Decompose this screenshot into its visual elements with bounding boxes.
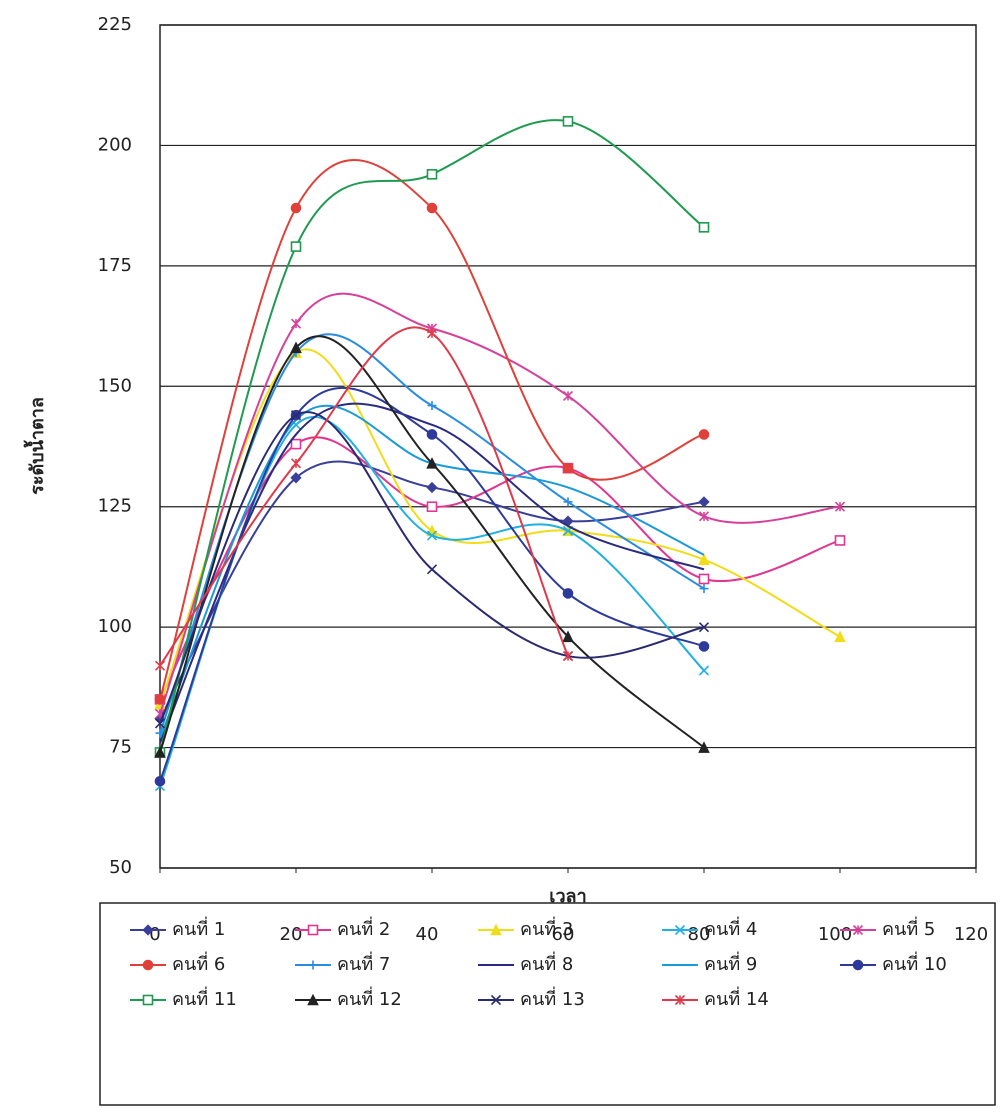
legend-label: คนที่ 3 [520, 916, 573, 940]
point [428, 170, 437, 179]
point [700, 642, 709, 651]
series [156, 417, 709, 791]
plot-frame [160, 25, 976, 868]
marker [836, 632, 845, 641]
marker [292, 204, 301, 213]
point [836, 536, 845, 545]
marker [428, 483, 437, 492]
point [564, 589, 573, 598]
point [700, 574, 709, 583]
marker [156, 695, 165, 704]
marker [564, 464, 573, 473]
point [156, 777, 165, 786]
marker [564, 589, 573, 598]
point [292, 459, 301, 468]
legend-label: คนที่ 1 [172, 916, 225, 940]
point [292, 242, 301, 251]
point [428, 483, 437, 492]
point [156, 661, 165, 670]
point [428, 401, 437, 410]
point [292, 319, 301, 328]
y-tick-label: 150 [98, 375, 132, 396]
legend-label: คนที่ 13 [520, 986, 585, 1010]
point [700, 555, 709, 564]
point [564, 391, 573, 400]
legend-label: คนที่ 12 [337, 986, 402, 1010]
legend-label: คนที่ 4 [704, 916, 757, 940]
series [156, 388, 709, 786]
point [700, 223, 709, 232]
marker [700, 555, 709, 564]
point [428, 565, 437, 574]
y-tick-label: 75 [109, 737, 132, 758]
marker [292, 242, 301, 251]
legend-label: คนที่ 9 [704, 951, 757, 975]
point [292, 440, 301, 449]
x-tick-label: 0 [149, 924, 160, 945]
marker [700, 223, 709, 232]
marker [309, 926, 318, 935]
legend-label: คนที่ 14 [704, 986, 769, 1010]
x-tick-label: 40 [416, 924, 439, 945]
point [700, 666, 709, 675]
point [564, 464, 573, 473]
marker [144, 961, 153, 970]
marker [700, 642, 709, 651]
y-axis-title: ระดับน้ำตาล [23, 397, 48, 495]
point [156, 695, 165, 704]
legend-label: คนที่ 10 [882, 951, 947, 975]
y-tick-label: 125 [98, 496, 132, 517]
legend-label: คนที่ 6 [172, 951, 225, 975]
line [160, 349, 840, 704]
line [160, 336, 704, 752]
point [428, 329, 437, 338]
marker [700, 430, 709, 439]
marker [564, 117, 573, 126]
legend-label: คนที่ 2 [337, 916, 390, 940]
y-tick-label: 100 [98, 616, 132, 637]
series [156, 327, 573, 670]
marker [428, 430, 437, 439]
y-tick-label: 50 [109, 857, 132, 878]
y-tick-label: 175 [98, 255, 132, 276]
marker [700, 497, 709, 506]
point [700, 512, 709, 521]
point [428, 204, 437, 213]
x-tick-label: 120 [954, 924, 988, 945]
marker [836, 536, 845, 545]
point [700, 497, 709, 506]
legend-label: คนที่ 7 [337, 951, 390, 975]
marker [428, 502, 437, 511]
x-tick-label: 100 [818, 924, 852, 945]
series [156, 437, 845, 704]
y-tick-label: 225 [98, 14, 132, 35]
series [156, 462, 709, 724]
marker [428, 170, 437, 179]
legend-label: คนที่ 11 [172, 986, 237, 1010]
chart: เวลา ระดับน้ำตาล 50751001251501752002250… [0, 0, 1005, 1112]
point [564, 117, 573, 126]
marker [854, 961, 863, 970]
point [700, 430, 709, 439]
line [160, 462, 704, 719]
legend-label: คนที่ 8 [520, 951, 573, 975]
line [160, 294, 840, 714]
series [156, 336, 709, 757]
point [836, 632, 845, 641]
marker [700, 574, 709, 583]
legend-label: คนที่ 5 [882, 916, 935, 940]
x-tick-label: 20 [280, 924, 303, 945]
marker [292, 440, 301, 449]
y-tick-label: 200 [98, 134, 132, 155]
marker [156, 777, 165, 786]
marker [144, 996, 153, 1005]
point [292, 204, 301, 213]
point [428, 502, 437, 511]
marker [428, 204, 437, 213]
point [428, 430, 437, 439]
